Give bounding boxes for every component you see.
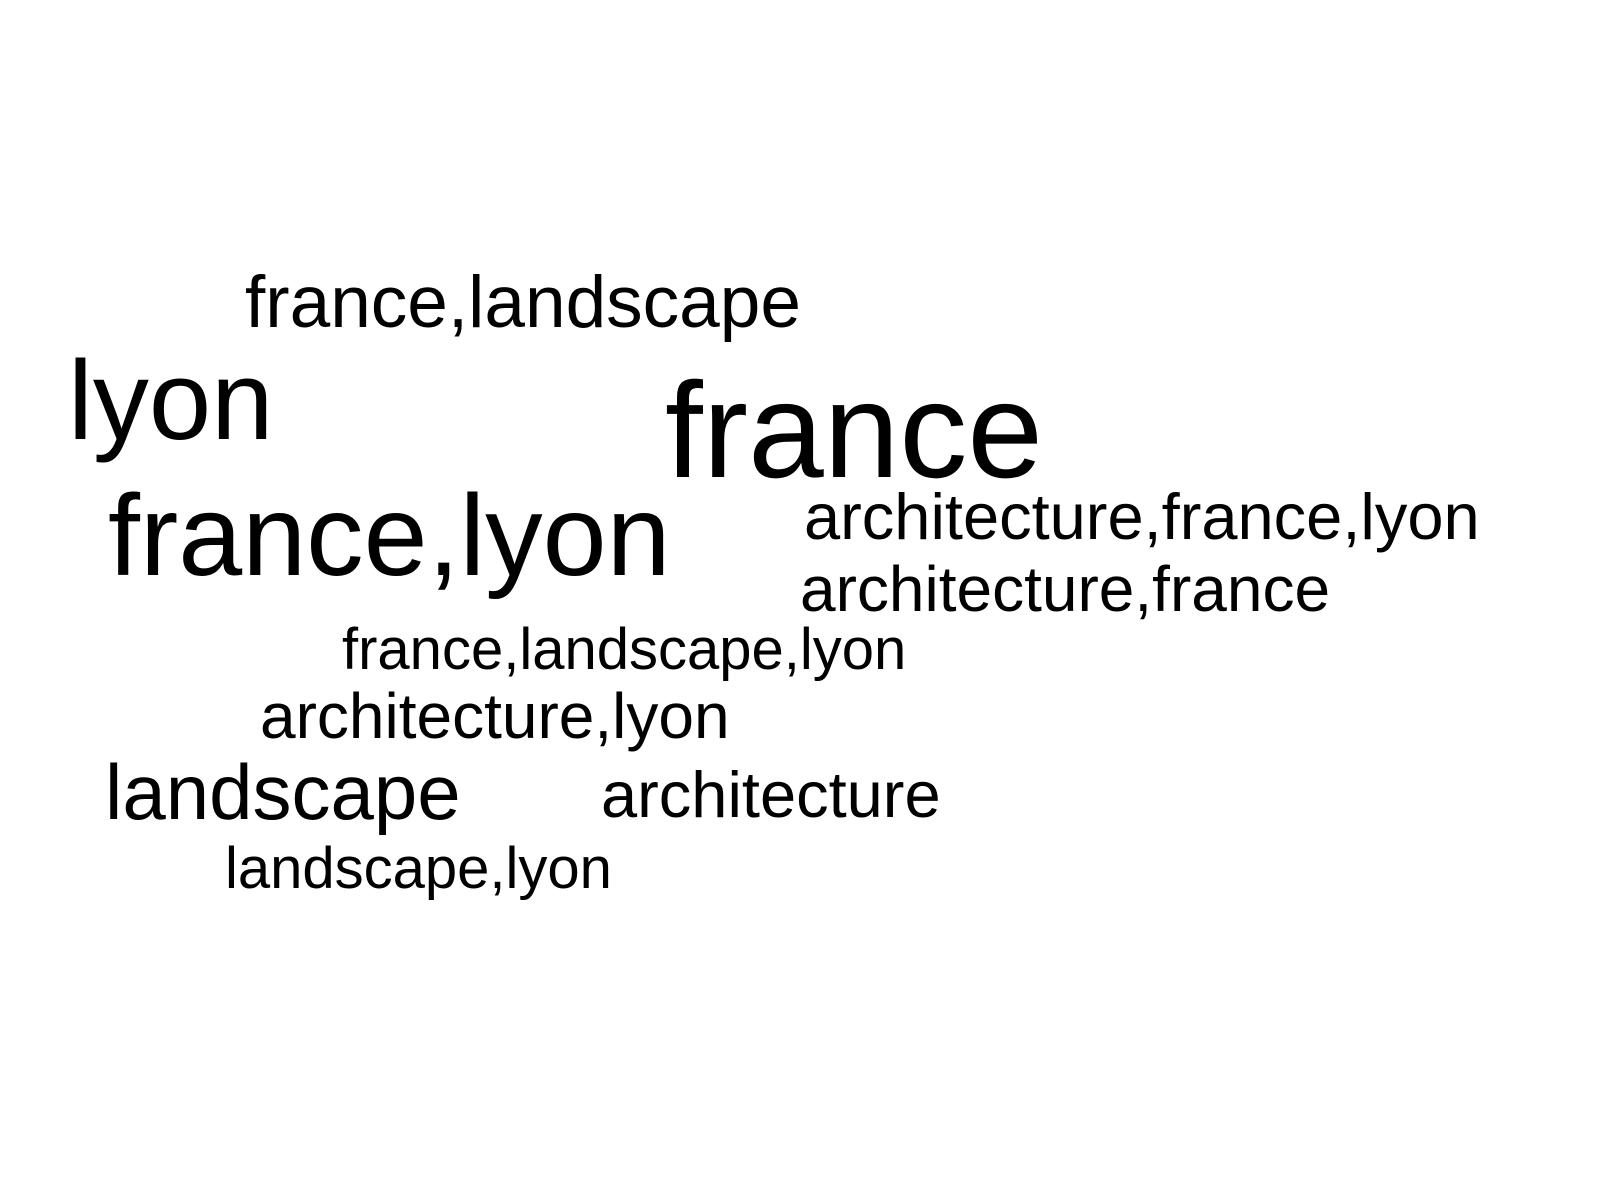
word-lyon: lyon [68,345,273,457]
word-landscape-lyon: landscape,lyon [225,840,612,898]
word-france-landscape-lyon: france,landscape,lyon [342,621,906,679]
word-france-landscape: france,landscape [245,266,801,339]
word-architecture-france: architecture,france [800,557,1330,621]
word-architecture-lyon: architecture,lyon [260,684,730,748]
word-architecture-france-lyon: architecture,france,lyon [804,484,1480,549]
word-architecture: architecture [601,762,941,827]
word-france-lyon: france,lyon [108,479,671,594]
word-france: france [665,362,1043,498]
word-landscape: landscape [105,753,461,831]
